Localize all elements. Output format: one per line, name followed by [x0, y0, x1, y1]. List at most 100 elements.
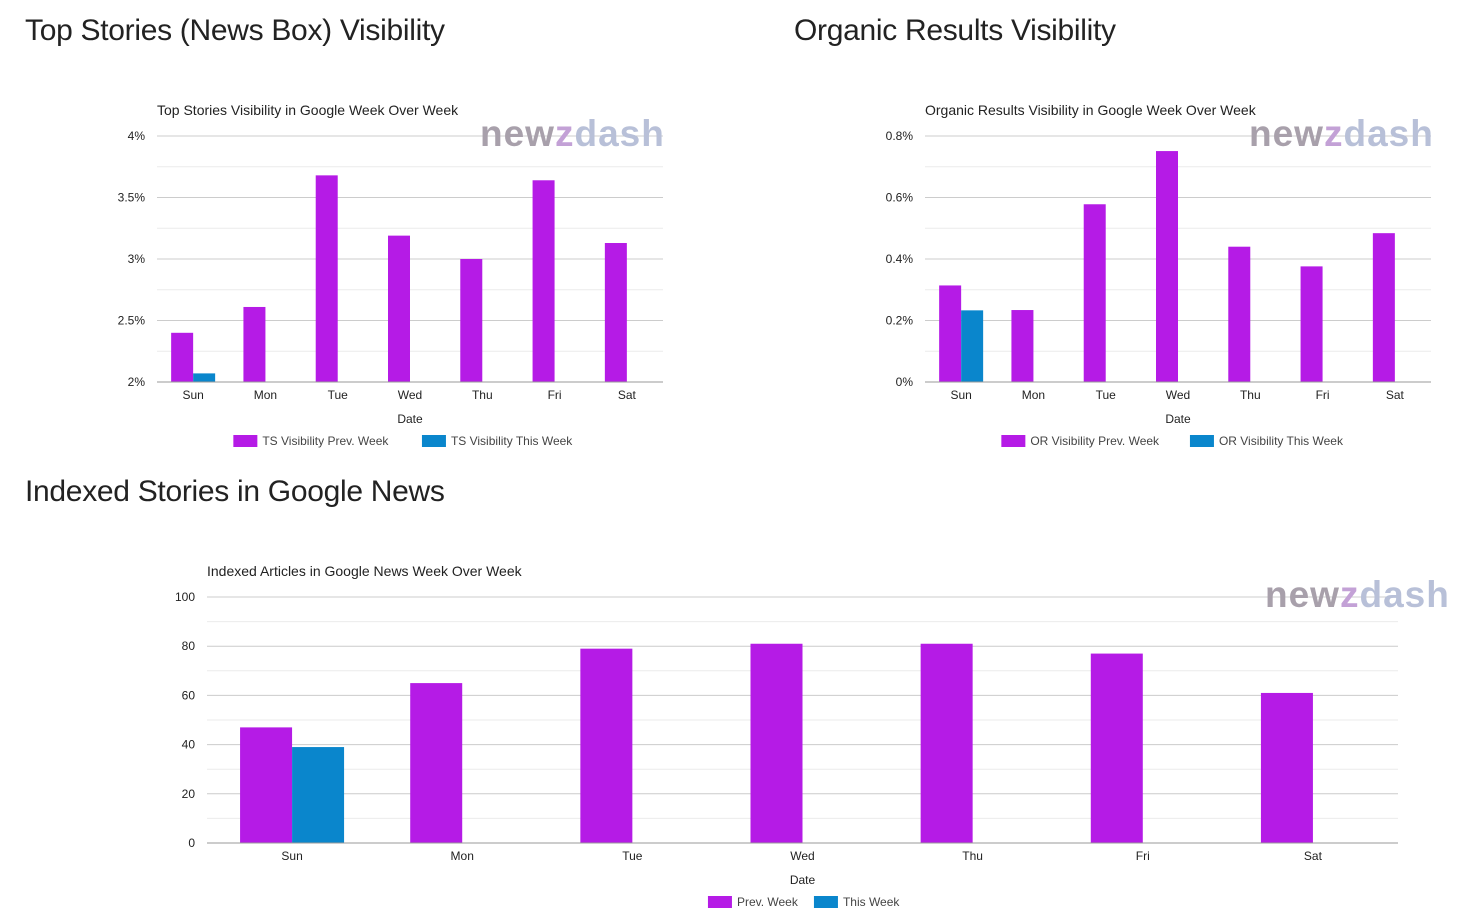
ts-svg: Top Stories Visibility in Google Week Ov…	[118, 102, 665, 448]
ts-x-tick-label: Thu	[472, 388, 493, 402]
or-y-tick-label: 0.2%	[886, 314, 914, 328]
idx-bar-sun-this	[292, 747, 345, 843]
ts-legend-swatch-prev	[233, 435, 258, 447]
watermark-part: new	[480, 113, 555, 154]
or-x-tick-label: Wed	[1166, 388, 1190, 402]
or-y-tick-label: 0%	[896, 375, 914, 389]
idx-legend-label: Prev. Week	[737, 895, 799, 909]
section-title-top-stories: Top Stories (News Box) Visibility	[25, 14, 445, 47]
ts-x-tick-label: Sat	[618, 388, 637, 402]
or-x-tick-label: Thu	[1240, 388, 1261, 402]
or-legend-swatch-prev	[1001, 435, 1026, 447]
idx-y-tick-label: 80	[182, 639, 196, 653]
idx-bar-fri-prev	[1090, 653, 1143, 843]
idx-bar-tue-prev	[580, 648, 633, 843]
or-x-tick-label: Fri	[1316, 388, 1330, 402]
ts-y-tick-label: 2.5%	[118, 314, 146, 328]
or-legend-label: OR Visibility Prev. Week	[1030, 434, 1160, 448]
ts-bar-mon-prev	[243, 306, 266, 382]
ts-bar-tue-prev	[315, 175, 338, 382]
ts-x-tick-label: Tue	[328, 388, 349, 402]
or-bar-tue-prev	[1083, 204, 1106, 382]
ts-legend: TS Visibility Prev. Week TS Visibility Th…	[233, 434, 573, 448]
ts-bar-sun-this	[193, 373, 216, 382]
idx-legend-label: This Week	[843, 895, 900, 909]
ts-y-tick-label: 3%	[128, 252, 146, 266]
ts-bar-sun-prev	[171, 332, 194, 382]
or-x-tick-label: Tue	[1096, 388, 1117, 402]
or-bar-sat-prev	[1372, 233, 1395, 382]
or-bar-thu-prev	[1228, 246, 1251, 382]
watermark-part: dash	[1343, 113, 1433, 154]
ts-legend-label: TS Visibility Prev. Week	[262, 434, 389, 448]
or-bar-sun-prev	[939, 285, 962, 382]
or-x-tick-label: Sat	[1386, 388, 1405, 402]
or-legend-swatch-this	[1189, 435, 1214, 447]
or-x-tick-label: Sun	[950, 388, 971, 402]
or-bar-sun-this	[961, 310, 984, 382]
idx-legend-swatch-this	[813, 896, 838, 908]
idx-x-tick-label: Wed	[790, 849, 814, 863]
ts-legend-swatch-this	[421, 435, 446, 447]
or-svg: Organic Results Visibility in Google Wee…	[886, 102, 1434, 448]
section-title-indexed: Indexed Stories in Google News	[25, 475, 445, 508]
organic-results-visibility-chart: Organic Results Visibility in Google Wee…	[0, 0, 1464, 460]
idx-bar-sun-prev	[240, 727, 293, 843]
watermark-part: z	[1340, 574, 1360, 615]
or-legend-label: OR Visibility This Week	[1219, 434, 1344, 448]
watermark-part: z	[1324, 113, 1344, 154]
or-y-tick-label: 0.4%	[886, 252, 914, 266]
idx-newzdash-watermark: newzdash	[1265, 574, 1450, 615]
ts-y-tick-label: 4%	[128, 129, 146, 143]
or-bar-wed-prev	[1156, 151, 1178, 382]
or-legend: OR Visibility Prev. Week OR Visibility Th…	[1001, 434, 1344, 448]
idx-y-tick-label: 20	[182, 787, 196, 801]
idx-y-tick-label: 40	[182, 738, 196, 752]
ts-x-tick-label: Fri	[548, 388, 562, 402]
idx-x-tick-label: Thu	[962, 849, 983, 863]
ts-y-tick-label: 3.5%	[118, 191, 146, 205]
or-y-tick-label: 0.6%	[886, 191, 914, 205]
or-y-tick-label: 0.8%	[886, 129, 914, 143]
ts-bar-sat-prev	[604, 243, 627, 382]
idx-bar-wed-prev	[750, 643, 803, 843]
ts-bar-wed-prev	[388, 235, 410, 382]
idx-x-tick-label: Mon	[451, 849, 474, 863]
idx-y-tick-label: 60	[182, 688, 196, 702]
ts-newzdash-watermark: newzdash	[480, 113, 665, 154]
or-x-tick-label: Mon	[1022, 388, 1045, 402]
idx-x-tick-label: Tue	[622, 849, 643, 863]
ts-legend-label: TS Visibility This Week	[451, 434, 573, 448]
or-bar-mon-prev	[1011, 310, 1034, 382]
top-stories-visibility-chart: Top Stories Visibility in Google Week Ov…	[0, 0, 700, 460]
idx-legend: Prev. Week This Week	[707, 895, 900, 909]
ts-x-tick-label: Sun	[182, 388, 203, 402]
ts-x-axis-label: Date	[397, 412, 423, 426]
ts-x-tick-label: Mon	[254, 388, 277, 402]
ts-x-tick-label: Wed	[398, 388, 422, 402]
ts-bar-thu-prev	[460, 259, 483, 382]
idx-x-axis-label: Date	[790, 873, 816, 887]
idx-x-tick-label: Fri	[1136, 849, 1150, 863]
idx-bar-mon-prev	[410, 683, 463, 843]
section-title-organic: Organic Results Visibility	[794, 14, 1116, 47]
or-bar-fri-prev	[1300, 266, 1323, 382]
idx-x-tick-label: Sat	[1304, 849, 1323, 863]
idx-y-tick-label: 100	[175, 590, 195, 604]
or-chart-title: Organic Results Visibility in Google Wee…	[925, 102, 1257, 118]
idx-chart-title: Indexed Articles in Google News Week Ove…	[207, 563, 523, 579]
idx-y-tick-label: 0	[188, 836, 195, 850]
ts-bar-fri-prev	[532, 180, 555, 382]
watermark-part: new	[1265, 574, 1340, 615]
ts-y-tick-label: 2%	[128, 375, 146, 389]
idx-bar-thu-prev	[920, 643, 973, 843]
or-newzdash-watermark: newzdash	[1249, 113, 1434, 154]
watermark-part: new	[1249, 113, 1324, 154]
or-x-axis-label: Date	[1165, 412, 1191, 426]
idx-legend-swatch-prev	[707, 896, 732, 908]
watermark-part: dash	[574, 113, 664, 154]
idx-bar-sat-prev	[1260, 692, 1313, 843]
watermark-part: z	[555, 113, 575, 154]
